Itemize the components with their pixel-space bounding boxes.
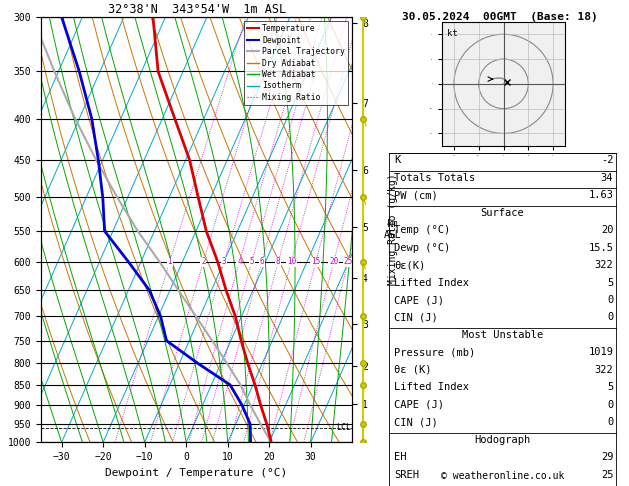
Text: 25: 25: [601, 470, 613, 480]
Text: Most Unstable: Most Unstable: [462, 330, 543, 340]
Text: 0: 0: [607, 417, 613, 428]
Y-axis label: km
ASL: km ASL: [384, 219, 402, 241]
Text: 34: 34: [601, 173, 613, 183]
Text: 1.63: 1.63: [588, 190, 613, 200]
Text: 29: 29: [601, 452, 613, 463]
Text: 15: 15: [311, 257, 320, 266]
Text: Lifted Index: Lifted Index: [394, 382, 469, 393]
Text: Mixing Ratio (g/kg): Mixing Ratio (g/kg): [387, 174, 398, 285]
Text: 1019: 1019: [588, 347, 613, 358]
Text: CIN (J): CIN (J): [394, 312, 438, 323]
Text: 0: 0: [607, 400, 613, 410]
Text: 5: 5: [607, 382, 613, 393]
Text: 20: 20: [601, 225, 613, 235]
Title: 32°38'N  343°54'W  1m ASL: 32°38'N 343°54'W 1m ASL: [108, 3, 286, 16]
Text: Surface: Surface: [481, 208, 525, 218]
Text: 8: 8: [276, 257, 281, 266]
Text: 1: 1: [167, 257, 172, 266]
Text: 3: 3: [222, 257, 226, 266]
Text: 20: 20: [329, 257, 338, 266]
Text: 15.5: 15.5: [588, 243, 613, 253]
Text: 30.05.2024  00GMT  (Base: 18): 30.05.2024 00GMT (Base: 18): [402, 12, 598, 22]
Text: θε(K): θε(K): [394, 260, 425, 270]
Legend: Temperature, Dewpoint, Parcel Trajectory, Dry Adiabat, Wet Adiabat, Isotherm, Mi: Temperature, Dewpoint, Parcel Trajectory…: [243, 21, 348, 105]
Text: Temp (°C): Temp (°C): [394, 225, 450, 235]
Text: 0: 0: [607, 312, 613, 323]
Text: EH: EH: [394, 452, 406, 463]
Text: Lifted Index: Lifted Index: [394, 278, 469, 288]
X-axis label: Dewpoint / Temperature (°C): Dewpoint / Temperature (°C): [106, 468, 287, 478]
Text: CIN (J): CIN (J): [394, 417, 438, 428]
Text: Hodograph: Hodograph: [474, 435, 531, 445]
Text: 10: 10: [287, 257, 296, 266]
Text: © weatheronline.co.uk: © weatheronline.co.uk: [441, 471, 564, 481]
Text: 5: 5: [607, 278, 613, 288]
Text: CAPE (J): CAPE (J): [394, 295, 443, 305]
Text: θε (K): θε (K): [394, 365, 431, 375]
Text: Pressure (mb): Pressure (mb): [394, 347, 475, 358]
Text: 322: 322: [594, 260, 613, 270]
Text: CAPE (J): CAPE (J): [394, 400, 443, 410]
Text: 0: 0: [607, 295, 613, 305]
Text: 2: 2: [201, 257, 206, 266]
Text: 322: 322: [594, 365, 613, 375]
Text: Dewp (°C): Dewp (°C): [394, 243, 450, 253]
Text: 25: 25: [343, 257, 353, 266]
Y-axis label: hPa: hPa: [0, 220, 2, 240]
Text: 5: 5: [249, 257, 254, 266]
Text: SREH: SREH: [394, 470, 419, 480]
Text: PW (cm): PW (cm): [394, 190, 438, 200]
Text: LCL: LCL: [336, 423, 351, 433]
Text: 6: 6: [260, 257, 264, 266]
Text: -2: -2: [601, 155, 613, 165]
Text: K: K: [394, 155, 400, 165]
Text: kt: kt: [447, 29, 457, 38]
Text: 4: 4: [237, 257, 242, 266]
Text: Totals Totals: Totals Totals: [394, 173, 475, 183]
